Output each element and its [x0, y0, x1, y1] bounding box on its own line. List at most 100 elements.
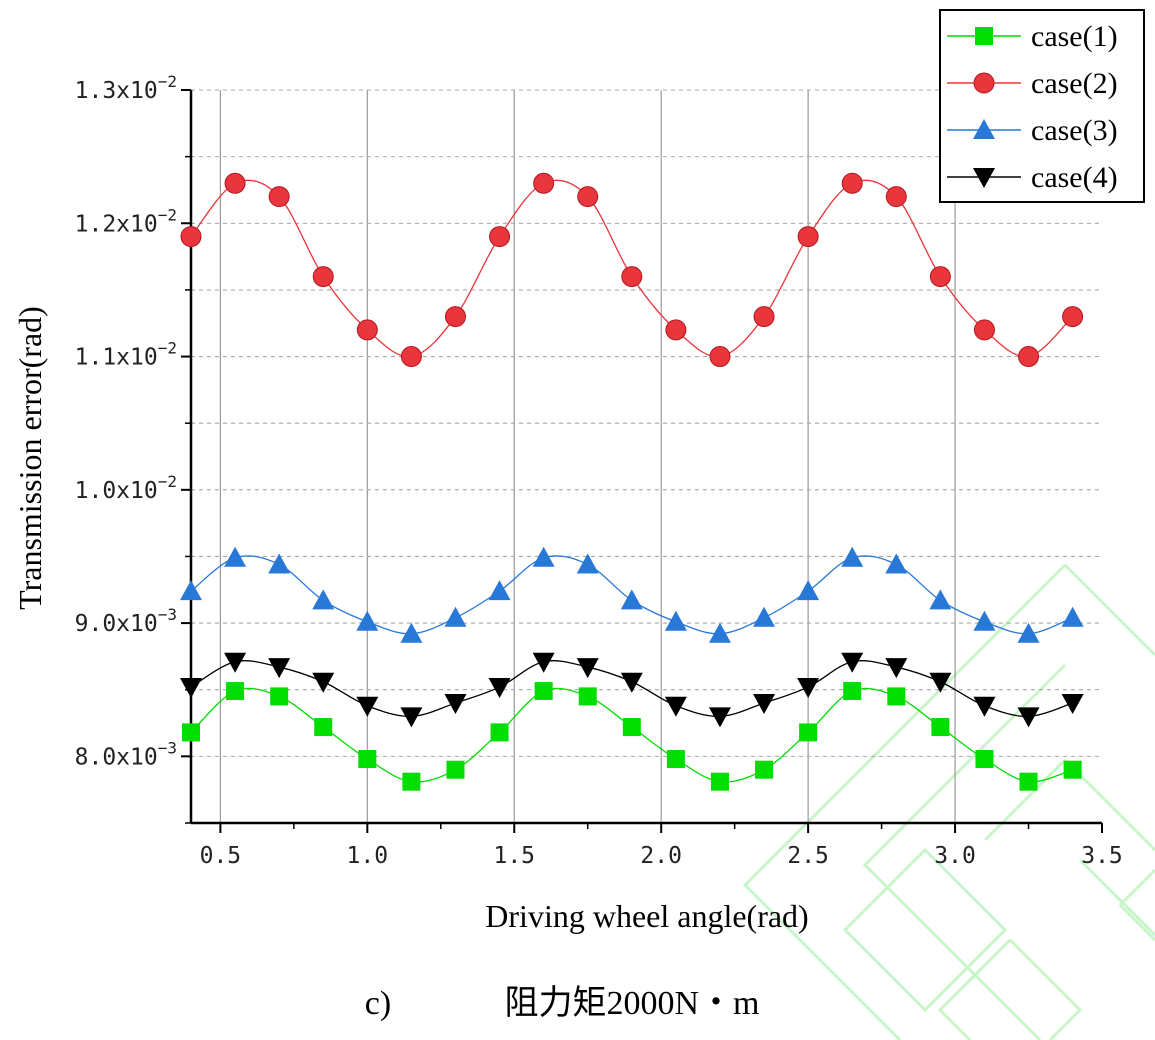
legend-label: case(4)	[1031, 161, 1118, 194]
data-point	[841, 652, 864, 673]
data-point	[268, 186, 290, 208]
x-axis-title: Driving wheel angle(rad)	[485, 898, 808, 934]
data-point	[312, 589, 335, 610]
legend-entry: case(1)	[947, 20, 1118, 53]
y-tick-label: 1.1x10−2	[75, 339, 177, 371]
data-point	[799, 723, 818, 742]
data-point	[929, 266, 951, 288]
x-tick-label: 1.5	[493, 843, 535, 869]
data-point	[532, 546, 555, 567]
data-point	[664, 610, 687, 631]
data-point	[841, 172, 863, 194]
data-point	[887, 687, 906, 706]
data-point	[797, 678, 820, 699]
data-point	[400, 622, 423, 643]
data-point	[402, 772, 421, 791]
data-point	[885, 658, 908, 679]
data-point	[973, 319, 995, 341]
data-point	[356, 319, 378, 341]
data-point	[182, 723, 200, 742]
legend-marker	[973, 119, 995, 139]
data-point	[576, 553, 599, 574]
data-point	[973, 610, 996, 631]
x-tick-label: 1.0	[347, 843, 389, 869]
data-point	[180, 226, 202, 248]
data-point	[312, 672, 335, 693]
y-tick-label: 8.0x10−3	[75, 738, 177, 770]
legend-marker	[973, 72, 995, 94]
data-point	[400, 346, 422, 368]
x-tick-label: 2.5	[787, 843, 829, 869]
data-point	[841, 546, 864, 567]
data-point	[753, 694, 776, 715]
legend-entry: case(3)	[947, 114, 1118, 147]
data-point	[532, 652, 555, 673]
legend-label: case(3)	[1031, 114, 1118, 147]
data-point	[226, 682, 245, 701]
data-point	[885, 553, 908, 574]
legend: case(1) case(2) case(3) case(4)	[939, 9, 1145, 203]
data-point	[755, 760, 774, 779]
legend-entry: case(2)	[947, 67, 1118, 100]
data-point	[931, 718, 950, 737]
data-series	[180, 172, 1084, 791]
data-point	[224, 172, 246, 194]
y-tick-label: 1.3x10−2	[75, 72, 177, 104]
data-point	[708, 707, 731, 728]
data-point	[797, 226, 819, 248]
data-point	[578, 687, 597, 706]
data-point	[533, 172, 555, 194]
legend-entry: case(4)	[947, 161, 1118, 194]
data-point	[314, 718, 333, 737]
data-point	[444, 694, 467, 715]
data-point	[488, 580, 511, 601]
axes	[181, 89, 1103, 833]
data-point	[488, 678, 511, 699]
series-case(1)	[182, 682, 1082, 791]
data-point	[753, 606, 776, 627]
data-point	[885, 186, 907, 208]
data-point	[180, 678, 202, 699]
legend-marker	[973, 168, 995, 188]
data-point	[446, 760, 465, 779]
data-point	[975, 750, 994, 769]
data-point	[224, 652, 247, 673]
legend-label: case(2)	[1031, 67, 1118, 100]
data-point	[356, 696, 379, 717]
watermark-pattern	[742, 563, 1155, 1040]
data-point	[180, 580, 202, 601]
data-point	[1019, 772, 1038, 791]
data-point	[400, 707, 423, 728]
data-point	[929, 589, 952, 610]
data-point	[534, 682, 553, 701]
caption-text: 阻力矩2000N・m	[505, 984, 760, 1022]
legend-box	[939, 9, 1145, 203]
data-point	[268, 553, 291, 574]
data-point	[490, 723, 509, 742]
data-point	[708, 622, 731, 643]
data-point	[312, 266, 334, 288]
data-point	[666, 750, 685, 769]
data-point	[843, 682, 862, 701]
x-tick-label: 0.5	[200, 843, 242, 869]
x-tick-label: 3.0	[934, 843, 976, 869]
data-point	[620, 672, 643, 693]
data-point	[620, 589, 643, 610]
data-point	[270, 687, 289, 706]
data-point	[577, 186, 599, 208]
data-point	[224, 546, 247, 567]
data-point	[622, 718, 641, 737]
data-point	[1061, 606, 1084, 627]
data-point	[576, 658, 599, 679]
y-tick-labels: 8.0x10−3 9.0x10−3 1.0x10−2 1.1x10−2 1.2x10−2…	[75, 72, 177, 770]
legend-label: case(1)	[1031, 20, 1118, 53]
y-tick-label: 9.0x10−3	[75, 605, 177, 637]
data-point	[1062, 306, 1084, 328]
data-point	[356, 610, 379, 631]
data-point	[268, 658, 291, 679]
data-point	[753, 306, 775, 328]
data-point	[797, 580, 820, 601]
x-tick-labels: 0.5 1.0 1.5 2.0 2.5 3.0 3.5	[200, 843, 1123, 869]
y-axis-title: Transmission error(rad)	[12, 306, 48, 610]
data-point	[665, 319, 687, 341]
